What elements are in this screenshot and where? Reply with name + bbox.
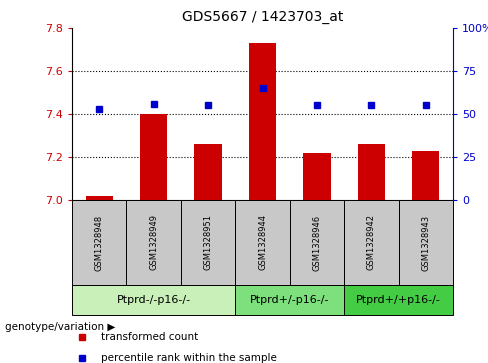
Text: GSM1328943: GSM1328943 (421, 215, 430, 270)
Bar (181, 200, 235, 285)
Text: GSM1328948: GSM1328948 (95, 215, 104, 270)
Bar (140, 114, 167, 200)
Bar (358, 144, 385, 200)
Text: Ptprd+/-p16-/-: Ptprd+/-p16-/- (250, 295, 329, 305)
Text: GSM1328946: GSM1328946 (312, 215, 322, 270)
Bar (235, 285, 344, 315)
Text: Ptprd+/+p16-/-: Ptprd+/+p16-/- (356, 295, 441, 305)
Bar (85, 196, 113, 200)
Title: GDS5667 / 1423703_at: GDS5667 / 1423703_at (182, 10, 343, 24)
Bar (344, 285, 453, 315)
Bar (304, 153, 330, 200)
Bar (126, 200, 181, 285)
Bar (399, 200, 453, 285)
Text: genotype/variation ▶: genotype/variation ▶ (5, 322, 115, 332)
Text: percentile rank within the sample: percentile rank within the sample (102, 353, 277, 363)
Bar (72, 200, 126, 285)
Bar (194, 144, 222, 200)
Text: GSM1328949: GSM1328949 (149, 215, 158, 270)
Text: GSM1328951: GSM1328951 (203, 215, 213, 270)
Bar (72, 285, 235, 315)
Text: transformed count: transformed count (102, 331, 199, 342)
Bar (344, 200, 399, 285)
Bar (290, 200, 344, 285)
Text: GSM1328942: GSM1328942 (367, 215, 376, 270)
Bar (249, 43, 276, 200)
Text: GSM1328944: GSM1328944 (258, 215, 267, 270)
Bar (412, 151, 439, 200)
Bar (235, 200, 290, 285)
Text: Ptprd-/-p16-/-: Ptprd-/-p16-/- (117, 295, 191, 305)
